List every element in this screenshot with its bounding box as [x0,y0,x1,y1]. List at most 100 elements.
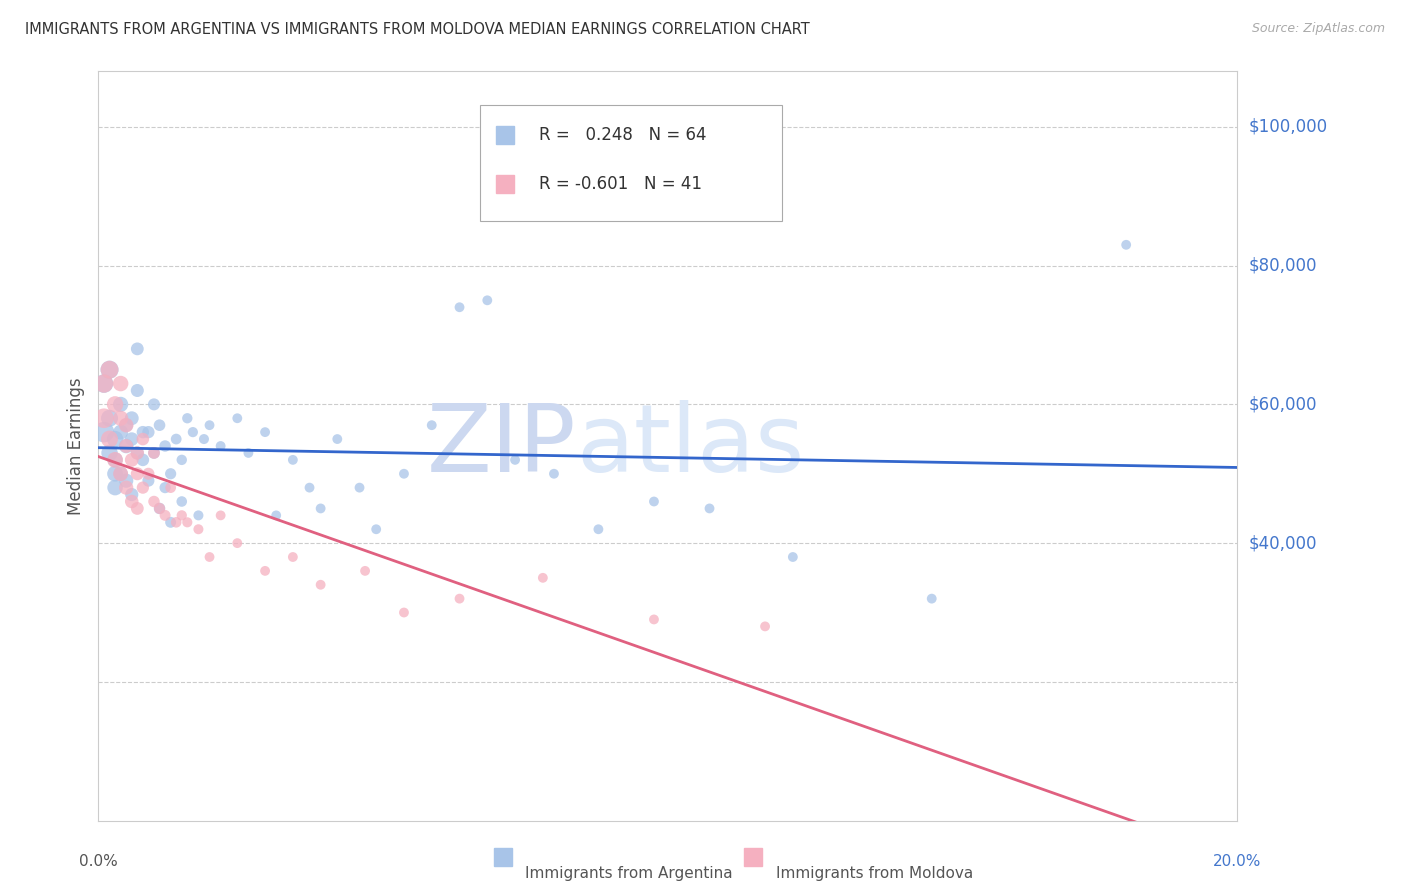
Point [165,516,187,530]
Point [138,425,160,439]
Point [127,446,149,460]
Point [143,446,166,460]
Point [110,397,132,411]
Point [349,481,371,495]
Point [93,411,115,425]
Point [209,439,232,453]
Point [98,362,121,376]
Point [159,481,181,495]
Point [121,453,143,467]
FancyBboxPatch shape [479,105,782,221]
Point [449,591,471,606]
Point [104,453,127,467]
Point [138,467,160,481]
Point [159,467,181,481]
Point [226,411,249,425]
Point [127,342,149,356]
Point [392,467,415,481]
Point [143,397,166,411]
Point [143,446,166,460]
Point [110,467,132,481]
Point [588,522,610,536]
Y-axis label: Median Earnings: Median Earnings [66,377,84,515]
Text: IMMIGRANTS FROM ARGENTINA VS IMMIGRANTS FROM MOLDOVA MEDIAN EARNINGS CORRELATION: IMMIGRANTS FROM ARGENTINA VS IMMIGRANTS … [25,22,810,37]
Point [98,411,121,425]
Point [110,467,132,481]
Point [643,494,665,508]
Point [921,591,943,606]
Point [176,516,198,530]
Point [181,425,204,439]
Point [93,425,115,439]
Point [477,293,499,308]
Point [110,376,132,391]
Point [153,481,176,495]
Point [110,425,132,439]
Point [121,487,143,501]
Text: Immigrants from Moldova: Immigrants from Moldova [776,865,973,880]
Point [115,474,138,488]
Text: $80,000: $80,000 [1249,257,1317,275]
Point [187,508,209,523]
Point [254,564,277,578]
Text: $100,000: $100,000 [1249,118,1327,136]
Point [354,564,377,578]
Point [98,432,121,446]
Point [254,425,277,439]
Text: R =   0.248   N = 64: R = 0.248 N = 64 [538,126,707,144]
Point [281,549,304,564]
Point [132,425,155,439]
Text: $40,000: $40,000 [1249,534,1317,552]
Text: $60,000: $60,000 [1249,395,1317,413]
Text: R = -0.601   N = 41: R = -0.601 N = 41 [538,175,702,193]
Point [170,453,193,467]
Point [298,481,321,495]
Point [1115,237,1137,252]
Point [531,571,554,585]
Point [209,508,232,523]
Point [115,439,138,453]
Point [226,536,249,550]
Point [699,501,721,516]
Point [143,494,166,508]
Point [165,432,187,446]
Point [754,619,776,633]
Text: ZIP: ZIP [427,400,576,492]
Point [148,501,170,516]
Point [98,446,121,460]
Point [104,467,127,481]
Point [98,362,121,376]
Point [104,481,127,495]
Point [121,432,143,446]
Point [366,522,388,536]
Point [121,411,143,425]
Point [309,501,332,516]
Point [148,501,170,516]
Point [93,376,115,391]
Point [309,578,332,592]
Point [159,516,181,530]
Point [392,606,415,620]
Point [543,467,565,481]
Point [153,439,176,453]
Point [132,481,155,495]
Point [187,522,209,536]
Point [238,446,260,460]
Point [198,549,221,564]
Point [264,508,287,523]
Point [643,612,665,626]
Text: Immigrants from Argentina: Immigrants from Argentina [526,865,733,880]
Point [115,418,138,433]
Point [281,453,304,467]
Text: 0.0%: 0.0% [79,855,118,870]
Point [93,376,115,391]
Point [104,453,127,467]
Point [449,300,471,314]
Point [153,508,176,523]
Point [420,418,443,433]
Point [115,439,138,453]
Point [176,411,198,425]
Point [104,397,127,411]
Point [127,446,149,460]
Point [115,418,138,433]
